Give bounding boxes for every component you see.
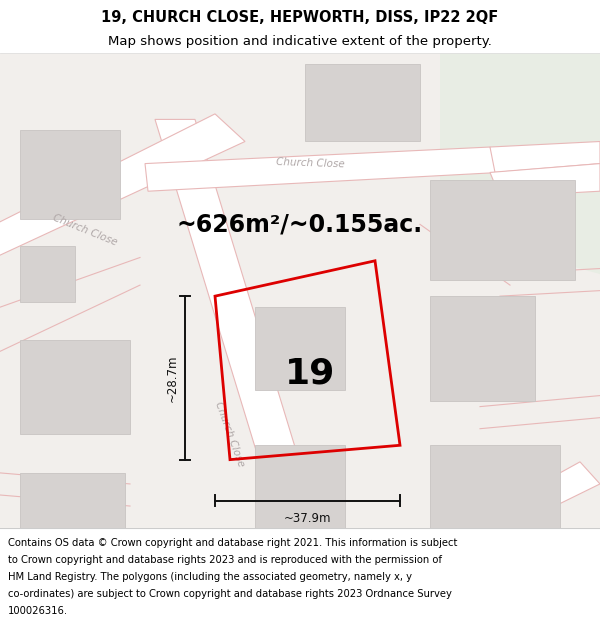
Text: 19, CHURCH CLOSE, HEPWORTH, DISS, IP22 2QF: 19, CHURCH CLOSE, HEPWORTH, DISS, IP22 2… <box>101 9 499 24</box>
Text: ~626m²/~0.155ac.: ~626m²/~0.155ac. <box>177 213 423 236</box>
Polygon shape <box>490 164 600 197</box>
Polygon shape <box>0 114 245 258</box>
Bar <box>20 131 120 219</box>
Polygon shape <box>155 119 340 594</box>
Polygon shape <box>440 53 600 274</box>
Bar <box>430 180 575 279</box>
Text: ~28.7m: ~28.7m <box>166 354 179 402</box>
Bar <box>305 64 420 141</box>
Bar <box>20 341 130 434</box>
Text: Map shows position and indicative extent of the property.: Map shows position and indicative extent… <box>108 35 492 48</box>
Polygon shape <box>145 147 500 191</box>
Polygon shape <box>490 141 600 172</box>
Bar <box>255 308 345 390</box>
Text: Church Close: Church Close <box>214 400 247 468</box>
Text: to Crown copyright and database rights 2023 and is reproduced with the permissio: to Crown copyright and database rights 2… <box>8 555 442 565</box>
Text: Contains OS data © Crown copyright and database right 2021. This information is : Contains OS data © Crown copyright and d… <box>8 538 457 548</box>
Bar <box>430 296 535 401</box>
Bar <box>430 445 560 545</box>
Bar <box>20 473 125 567</box>
Polygon shape <box>340 462 600 594</box>
Text: HM Land Registry. The polygons (including the associated geometry, namely x, y: HM Land Registry. The polygons (includin… <box>8 572 412 582</box>
Text: ~37.9m: ~37.9m <box>284 512 331 524</box>
Text: Church Close: Church Close <box>275 158 344 170</box>
Text: 100026316.: 100026316. <box>8 606 68 616</box>
Text: Church Close: Church Close <box>52 213 119 248</box>
Bar <box>255 445 345 528</box>
Text: 19: 19 <box>285 356 335 391</box>
Bar <box>20 246 75 302</box>
Text: co-ordinates) are subject to Crown copyright and database rights 2023 Ordnance S: co-ordinates) are subject to Crown copyr… <box>8 589 452 599</box>
